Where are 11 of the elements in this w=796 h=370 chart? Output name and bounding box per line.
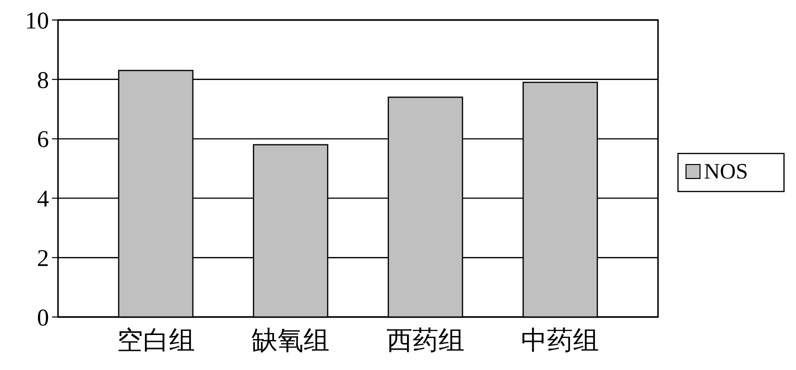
y-tick-label: 6 [37, 127, 49, 154]
x-tick-label: 空白组 [116, 326, 195, 356]
x-tick-label: 缺氧组 [252, 326, 330, 356]
legend-label: NOS [704, 158, 748, 184]
y-tick-label: 2 [37, 246, 49, 272]
x-tick-label: 中药组 [521, 326, 600, 356]
y-tick-label: 10 [25, 8, 49, 34]
y-tick-label: 4 [37, 186, 49, 213]
y-tick-label: 0 [37, 305, 49, 332]
y-tick-label: 8 [37, 68, 49, 94]
x-tick-label: 西药组 [386, 326, 464, 356]
